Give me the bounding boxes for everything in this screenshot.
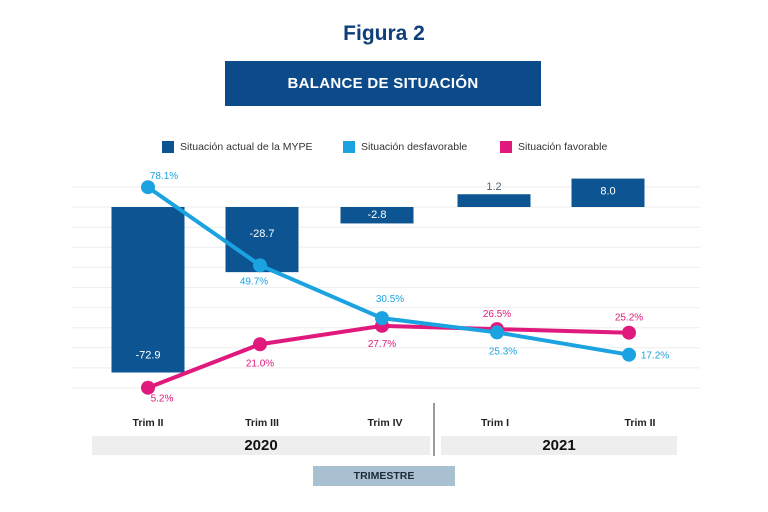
legend-label: Situación favorable <box>518 141 608 153</box>
bar-data-label: 1.2 <box>486 181 501 193</box>
data-point <box>375 311 389 326</box>
data-point <box>141 380 155 395</box>
year-divider <box>433 403 435 456</box>
data-point <box>490 325 504 340</box>
x-tick-label: Trim II <box>624 417 656 429</box>
x-tick-label: Trim I <box>480 417 510 429</box>
legend-label: Situación actual de la MYPE <box>180 141 313 153</box>
bar <box>457 194 531 207</box>
line-data-label: 78.1% <box>150 171 178 182</box>
data-point <box>622 325 636 340</box>
year-group-2020: 2020 <box>92 436 430 455</box>
legend-item-unfavorable: Situación desfavorable <box>343 141 467 153</box>
data-point <box>253 258 267 273</box>
x-axis-label: TRIMESTRE <box>313 466 455 486</box>
line-data-label: 5.2% <box>151 394 174 405</box>
figure-title: Figura 2 <box>343 22 425 45</box>
line-data-label: 25.3% <box>489 346 517 357</box>
x-tick-label: Trim IV <box>367 417 403 429</box>
bar-data-label: -72.9 <box>135 349 160 361</box>
legend-item-favorable: Situación favorable <box>500 141 607 153</box>
year-group-2021: 2021 <box>441 436 677 455</box>
bar-data-label: -28.7 <box>249 228 274 240</box>
data-point <box>622 347 636 362</box>
bar <box>111 207 185 373</box>
x-tick-label: Trim II <box>132 417 164 429</box>
bar-data-label: 8.0 <box>600 186 615 198</box>
legend-item-bar: Situación actual de la MYPE <box>162 141 313 153</box>
data-point <box>141 180 155 195</box>
line-data-label: 30.5% <box>376 294 404 305</box>
x-tick-label: Trim III <box>245 417 279 429</box>
line-data-label: 25.2% <box>615 313 643 324</box>
line-data-label: 49.7% <box>240 276 268 287</box>
bar <box>571 178 645 207</box>
line-data-label: 17.2% <box>641 351 669 362</box>
series-line <box>147 323 630 390</box>
data-point <box>253 337 267 352</box>
bar-data-label: -2.8 <box>368 209 387 221</box>
line-data-label: 26.5% <box>483 309 511 320</box>
bar <box>340 207 414 224</box>
chart-title: BALANCE DE SITUACIÓN <box>225 61 541 106</box>
legend-swatch-favorable <box>500 141 512 153</box>
legend: Situación actual de la MYPE Situación de… <box>0 141 768 157</box>
legend-swatch-unfavorable <box>343 141 355 153</box>
legend-label: Situación desfavorable <box>361 141 468 153</box>
legend-swatch-bar <box>162 141 174 153</box>
line-data-label: 21.0% <box>246 358 274 369</box>
line-data-label: 27.7% <box>368 339 396 350</box>
